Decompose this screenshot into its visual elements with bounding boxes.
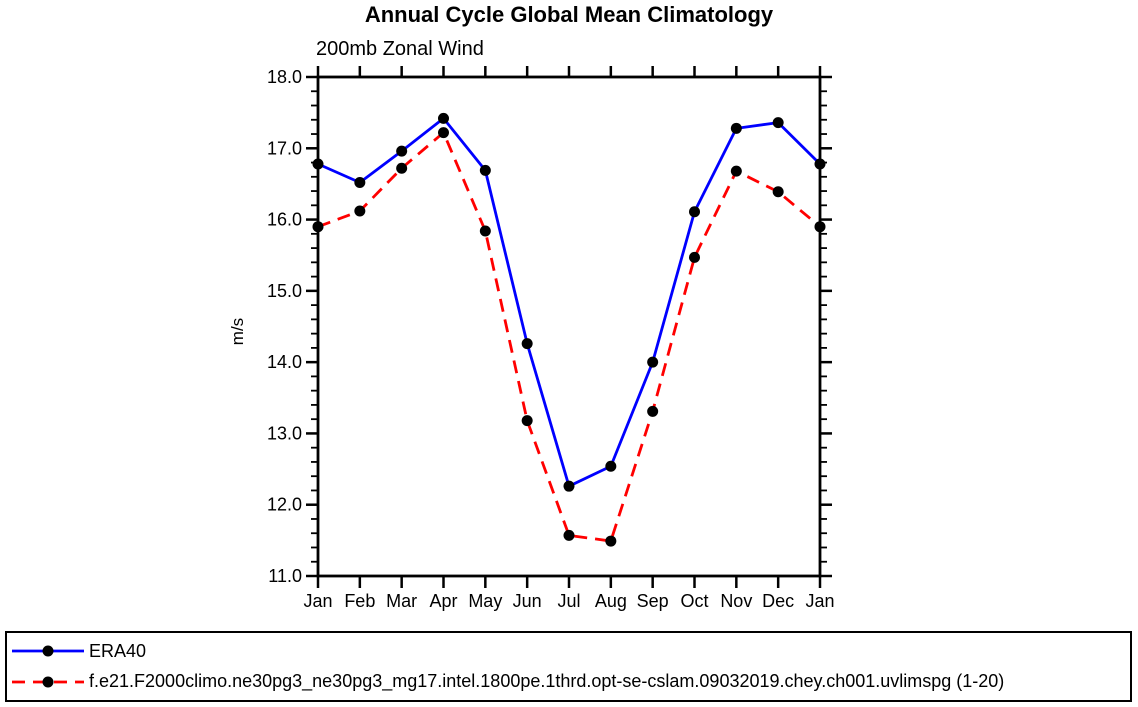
y-tick-label: 17.0	[267, 138, 302, 158]
y-axis-title: m/s	[228, 318, 247, 345]
x-tick-label: Oct	[680, 591, 708, 611]
y-tick-label: 13.0	[267, 423, 302, 443]
series-marker-1	[605, 535, 617, 547]
y-tick-label: 15.0	[267, 281, 302, 301]
series-marker-1	[647, 405, 659, 417]
legend-row-era40: ERA40	[7, 639, 1130, 663]
x-tick-label: Nov	[720, 591, 752, 611]
series-marker-0	[605, 460, 617, 472]
series-marker-1	[354, 205, 366, 217]
era40-line-sample-icon	[12, 645, 84, 657]
chart-canvas: 11.0 12.0 13.0 14.0 15.0 16.0 17.0 18.0 Jan Feb Ma…	[228, 66, 835, 611]
series-marker-1	[479, 225, 491, 237]
x-tick-label: Jan	[303, 591, 332, 611]
series-marker-1	[396, 162, 408, 174]
legend-label-model: f.e21.F2000climo.ne30pg3_ne30pg3_mg17.in…	[89, 671, 1005, 692]
x-tick-label: Sep	[637, 591, 669, 611]
x-tick-label: Feb	[344, 591, 375, 611]
series-marker-1	[814, 221, 826, 233]
y-tick-label: 16.0	[267, 210, 302, 230]
series-marker-0	[772, 117, 784, 129]
series-marker-0	[354, 177, 366, 189]
chart-subtitle: 200mb Zonal Wind	[316, 38, 484, 60]
legend-label-era40: ERA40	[89, 640, 147, 661]
series-marker-1	[312, 221, 324, 233]
series-marker-0	[689, 206, 700, 218]
x-tick-label: Mar	[386, 591, 417, 611]
y-tick-label: 12.0	[267, 495, 302, 515]
x-tick-label: Jul	[557, 591, 580, 611]
series-line-0	[317, 116, 821, 488]
series-marker-1	[772, 186, 784, 198]
x-tick-label: Jan	[805, 591, 834, 611]
series-marker-1	[438, 127, 449, 139]
y-tick-label: 11.0	[268, 566, 302, 586]
series-marker-0	[730, 122, 742, 134]
series-marker-0	[521, 338, 533, 350]
series-marker-0	[563, 480, 575, 492]
x-tick-label: May	[468, 591, 502, 611]
x-tick-label: Dec	[762, 591, 794, 611]
legend-box: ERA40 f.e21.F2000climo.ne30pg3_ne30pg3_m…	[5, 631, 1132, 702]
x-tick-label: Apr	[429, 591, 457, 611]
model-line-sample-icon	[12, 676, 84, 688]
series-marker-0	[396, 145, 408, 157]
legend-row-model: f.e21.F2000climo.ne30pg3_ne30pg3_mg17.in…	[7, 670, 1130, 694]
series-marker-0	[647, 356, 659, 368]
series-marker-1	[563, 529, 575, 541]
series-line-1	[317, 131, 821, 543]
y-tick-label: 18.0	[267, 67, 302, 87]
series-marker-1	[730, 165, 742, 177]
series-marker-1	[689, 251, 700, 263]
series-marker-0	[312, 158, 324, 170]
plot-frame	[316, 75, 822, 578]
series-marker-0	[479, 164, 491, 176]
x-tick-label: Aug	[595, 591, 627, 611]
x-tick-label: Jun	[513, 591, 542, 611]
series-marker-1	[521, 415, 533, 427]
series-marker-0	[438, 112, 449, 124]
series-marker-0	[814, 158, 826, 170]
y-tick-label: 14.0	[267, 352, 302, 372]
chart-title: Annual Cycle Global Mean Climatology	[364, 2, 774, 27]
